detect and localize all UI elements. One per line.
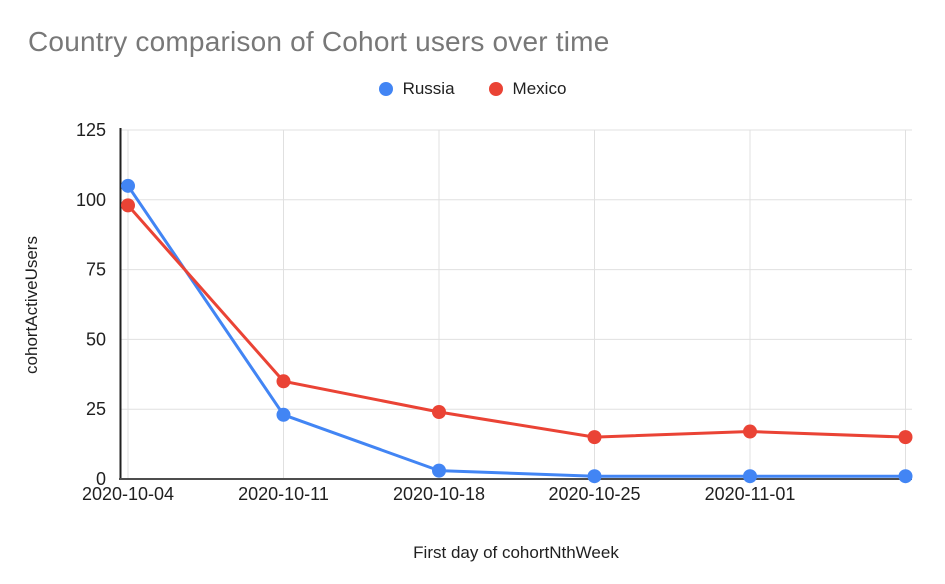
legend-swatch-circle-icon (488, 82, 503, 96)
data-point-russia[interactable] (743, 469, 757, 484)
x-tick-label: 2020-10-25 (548, 484, 640, 504)
data-point-mexico[interactable] (898, 430, 913, 445)
x-tick-label: 2020-10-11 (238, 484, 329, 504)
series-line-russia (126, 184, 907, 478)
data-point-mexico[interactable] (432, 404, 446, 419)
legend-item-mexico[interactable]: Mexico (488, 79, 567, 99)
y-tick-label: 75 (86, 260, 106, 280)
data-point-russia[interactable] (276, 407, 291, 422)
legend-swatch-circle-icon (378, 82, 393, 96)
data-point-mexico[interactable] (587, 430, 602, 445)
data-point-russia[interactable] (432, 463, 446, 478)
legend-item-russia[interactable]: Russia (378, 79, 455, 99)
data-point-russia[interactable] (587, 469, 602, 484)
data-point-russia[interactable] (898, 469, 913, 484)
y-tick-label: 100 (76, 190, 106, 210)
y-tick-label: 25 (86, 399, 106, 419)
x-tick-label: 2020-10-18 (393, 484, 485, 504)
x-tick-label: 2020-10-04 (82, 484, 174, 504)
data-point-mexico[interactable] (743, 424, 757, 439)
chart-title: Country comparison of Cohort users over … (28, 26, 610, 57)
x-tick-label: 2020-11-01 (705, 484, 796, 504)
y-axis-title: cohortActiveUsers (22, 236, 41, 374)
series-line-mexico (126, 203, 907, 439)
data-point-russia[interactable] (121, 178, 135, 193)
y-tick-label: 125 (76, 120, 106, 140)
legend-label: Mexico (512, 79, 567, 98)
x-axis-title: First day of cohortNthWeek (413, 543, 619, 562)
chart-legend: Russia Mexico (0, 79, 945, 99)
data-point-mexico[interactable] (121, 198, 135, 213)
legend-label: Russia (402, 79, 455, 98)
data-point-mexico[interactable] (276, 374, 291, 389)
y-tick-label: 50 (86, 329, 106, 349)
y-tick-label: 0 (96, 469, 106, 489)
